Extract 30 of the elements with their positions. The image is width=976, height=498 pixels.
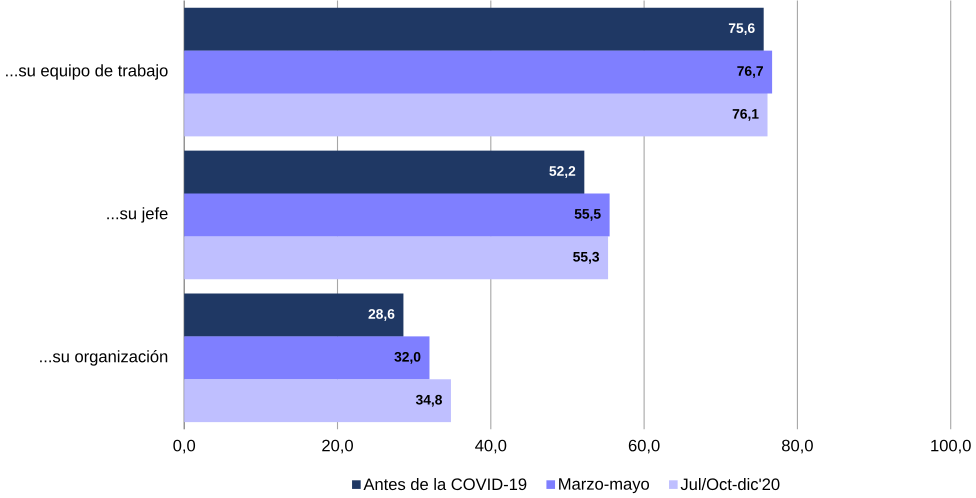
- data-label: 52,2: [549, 166, 576, 178]
- x-tick-label: 40,0: [475, 440, 506, 454]
- x-tick-label: 0,0: [173, 440, 196, 454]
- bar: [184, 194, 610, 237]
- bar: [184, 380, 451, 422]
- bar: [184, 294, 404, 337]
- bar: [184, 8, 764, 51]
- y-tick-label: ...su jefe: [107, 207, 168, 223]
- bar: [184, 236, 608, 280]
- data-label: 55,3: [573, 252, 600, 264]
- data-label: 34,8: [416, 395, 442, 407]
- y-tick-label: ...su equipo de trabajo: [6, 64, 168, 80]
- x-tick-label: 20,0: [322, 440, 353, 454]
- data-label: 28,6: [368, 309, 394, 322]
- legend-label: Marzo-mayo: [559, 478, 650, 494]
- x-tick-label: 80,0: [782, 440, 813, 454]
- data-label: 55,5: [574, 209, 601, 221]
- bar: [184, 94, 768, 137]
- x-tick-label: 100,0: [931, 440, 971, 454]
- legend-label: Jul/Oct-dic'20: [680, 478, 780, 490]
- bar: [184, 150, 584, 194]
- bar: [184, 336, 430, 380]
- x-tick-label: 60,0: [628, 440, 660, 454]
- y-tick-label: ...su organización: [40, 350, 168, 366]
- data-label: 75,6: [728, 23, 755, 36]
- legend-label: Antes de la COVID-19: [363, 478, 526, 490]
- data-label: 32,0: [394, 352, 420, 364]
- data-label: 76,7: [737, 66, 763, 78]
- data-label: 76,1: [732, 109, 759, 122]
- bar: [184, 50, 772, 94]
